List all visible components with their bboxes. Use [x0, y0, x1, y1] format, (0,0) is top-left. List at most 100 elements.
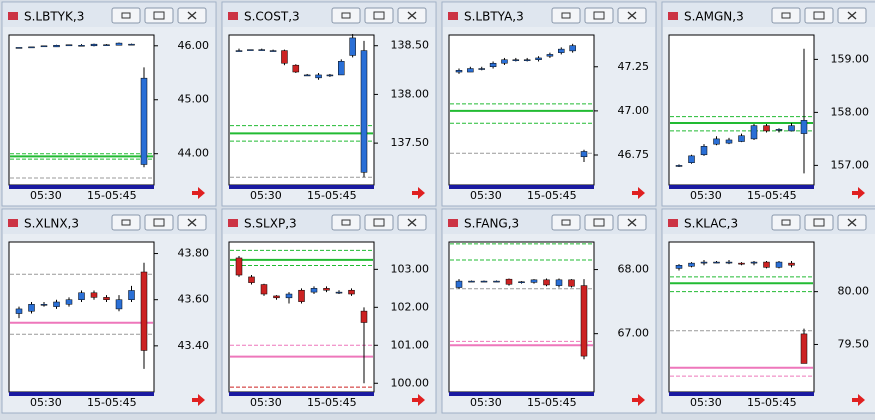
- time-bar: [229, 185, 374, 189]
- candle-body: [247, 49, 254, 51]
- time-label: 15-05:45: [307, 396, 357, 409]
- restore-icon: [593, 11, 605, 20]
- minimize-icon: [561, 12, 571, 19]
- candle-body: [713, 261, 720, 264]
- candle-body: [258, 49, 265, 51]
- candle-body: [335, 291, 343, 294]
- time-label: 15-05:45: [747, 189, 797, 202]
- restore-button[interactable]: [584, 7, 614, 24]
- minimize-button[interactable]: [331, 214, 361, 231]
- y-tick-label: 102.00: [391, 300, 430, 313]
- candle-body: [285, 293, 293, 299]
- scroll-arrow[interactable]: [852, 394, 865, 406]
- candle-body: [713, 138, 720, 145]
- chart-window: S.LBTYA,3 47.25 47.00 46.75 05:30 15-05:45: [441, 1, 657, 207]
- candle-body: [489, 62, 497, 68]
- y-tick-label: 138.50: [391, 39, 430, 52]
- window-title: S.FANG,3: [464, 217, 519, 231]
- candle-body: [115, 299, 123, 310]
- candle-body: [40, 45, 48, 48]
- candle-body: [725, 261, 733, 264]
- minimize-button[interactable]: [551, 214, 581, 231]
- plot-area: [8, 34, 155, 186]
- candle-body: [65, 299, 73, 305]
- candle-body: [763, 261, 770, 268]
- minimize-button[interactable]: [771, 7, 801, 24]
- candle-body: [750, 125, 758, 140]
- candle-body: [303, 74, 311, 77]
- y-tick-label: 137.50: [391, 136, 430, 149]
- candle-body: [349, 37, 356, 56]
- y-tick-label: 103.00: [391, 262, 430, 275]
- scroll-arrow[interactable]: [192, 187, 205, 199]
- candle-body: [53, 45, 60, 48]
- minimize-button[interactable]: [331, 7, 361, 24]
- candle-body: [675, 264, 683, 269]
- restore-button[interactable]: [144, 214, 174, 231]
- candle-body: [800, 120, 808, 134]
- time-bar: [449, 392, 594, 396]
- candle-body: [558, 48, 565, 53]
- scroll-arrow[interactable]: [632, 187, 645, 199]
- restore-button[interactable]: [364, 214, 394, 231]
- restore-icon: [813, 218, 825, 227]
- window-title: S.COST,3: [244, 10, 300, 24]
- scroll-arrow[interactable]: [632, 394, 645, 406]
- minimize-icon: [781, 12, 791, 19]
- candle-body: [467, 68, 474, 73]
- candle-body: [530, 279, 538, 283]
- candle-body: [688, 155, 695, 163]
- candle-body: [281, 50, 288, 64]
- close-icon: [187, 11, 197, 20]
- time-label: 05:30: [250, 189, 282, 202]
- minimize-button[interactable]: [771, 214, 801, 231]
- candle-body: [555, 279, 563, 286]
- time-bar: [9, 185, 154, 189]
- minimize-button[interactable]: [111, 214, 141, 231]
- candle-body: [568, 279, 575, 287]
- y-tick-label: 80.00: [838, 285, 870, 298]
- candle-body: [248, 276, 255, 283]
- candle-body: [775, 129, 783, 131]
- minimize-button[interactable]: [551, 7, 581, 24]
- time-bar: [669, 392, 814, 396]
- time-label: 05:30: [30, 189, 62, 202]
- candle-body: [546, 54, 554, 57]
- chart-window: S.FANG,3 68.00 67.00 05:30 15-05:45: [441, 208, 657, 414]
- candle-body: [298, 289, 305, 302]
- window-title: S.LBTYK,3: [24, 10, 84, 24]
- scroll-arrow[interactable]: [412, 394, 425, 406]
- time-bar: [669, 185, 814, 189]
- candle-body: [273, 295, 280, 299]
- restore-button[interactable]: [584, 214, 614, 231]
- window-icon: [448, 12, 458, 20]
- candle-body: [688, 262, 695, 267]
- minimize-button[interactable]: [111, 7, 141, 24]
- chart-window: S.XLNX,3 43.80 43.60 43.40 05:30 15-05:45: [1, 208, 217, 414]
- y-tick-label: 67.00: [618, 327, 650, 340]
- restore-button[interactable]: [804, 214, 834, 231]
- candle-body: [493, 280, 500, 283]
- window-title: S.SLXP,3: [244, 217, 297, 231]
- scroll-arrow[interactable]: [412, 187, 425, 199]
- scroll-arrow[interactable]: [852, 187, 865, 199]
- candle-body: [78, 45, 85, 47]
- candle-body: [518, 281, 525, 283]
- candle-body: [65, 44, 73, 47]
- chart-window: S.KLAC,3 80.00 79.50 05:30 15-05:45: [661, 208, 875, 414]
- restore-button[interactable]: [364, 7, 394, 24]
- candle-body: [763, 125, 770, 132]
- candle-body: [675, 165, 683, 167]
- restore-button[interactable]: [144, 7, 174, 24]
- candle-body: [90, 43, 98, 47]
- scroll-arrow[interactable]: [192, 394, 205, 406]
- restore-button[interactable]: [804, 7, 834, 24]
- y-tick-label: 138.00: [391, 87, 430, 100]
- candle-body: [360, 50, 368, 173]
- window-icon: [668, 12, 678, 20]
- plot-area: [8, 241, 155, 393]
- restore-icon: [813, 11, 825, 20]
- candle-body: [15, 308, 23, 314]
- candle-body: [348, 289, 355, 295]
